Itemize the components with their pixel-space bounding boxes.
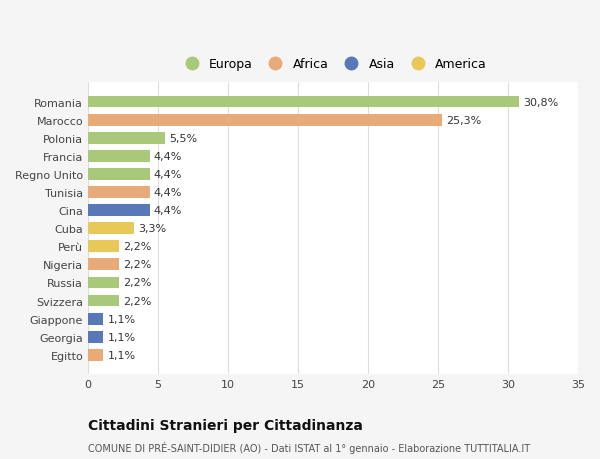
Text: 4,4%: 4,4% xyxy=(154,169,182,179)
Text: 2,2%: 2,2% xyxy=(123,278,151,288)
Text: 2,2%: 2,2% xyxy=(123,242,151,252)
Text: 1,1%: 1,1% xyxy=(107,314,136,324)
Bar xyxy=(88,223,134,235)
Bar xyxy=(88,133,165,144)
Text: 2,2%: 2,2% xyxy=(123,296,151,306)
Bar xyxy=(88,115,442,126)
Bar xyxy=(88,241,119,252)
Text: 1,1%: 1,1% xyxy=(107,332,136,342)
Bar xyxy=(88,349,103,361)
Text: 5,5%: 5,5% xyxy=(169,134,197,144)
Bar xyxy=(88,187,149,198)
Text: 4,4%: 4,4% xyxy=(154,188,182,197)
Bar xyxy=(88,331,103,343)
Bar xyxy=(88,295,119,307)
Text: 1,1%: 1,1% xyxy=(107,350,136,360)
Bar xyxy=(88,169,149,180)
Text: Cittadini Stranieri per Cittadinanza: Cittadini Stranieri per Cittadinanza xyxy=(88,418,363,431)
Bar xyxy=(88,151,149,162)
Text: 2,2%: 2,2% xyxy=(123,260,151,270)
Bar xyxy=(88,205,149,217)
Legend: Europa, Africa, Asia, America: Europa, Africa, Asia, America xyxy=(175,55,491,75)
Bar xyxy=(88,313,103,325)
Text: 25,3%: 25,3% xyxy=(446,115,482,125)
Text: 4,4%: 4,4% xyxy=(154,151,182,162)
Bar xyxy=(88,277,119,289)
Text: 4,4%: 4,4% xyxy=(154,206,182,216)
Text: 30,8%: 30,8% xyxy=(523,97,559,107)
Bar xyxy=(88,96,519,108)
Bar xyxy=(88,259,119,271)
Text: 3,3%: 3,3% xyxy=(139,224,167,234)
Text: COMUNE DI PRÉ-SAINT-DIDIER (AO) - Dati ISTAT al 1° gennaio - Elaborazione TUTTIT: COMUNE DI PRÉ-SAINT-DIDIER (AO) - Dati I… xyxy=(88,441,530,453)
